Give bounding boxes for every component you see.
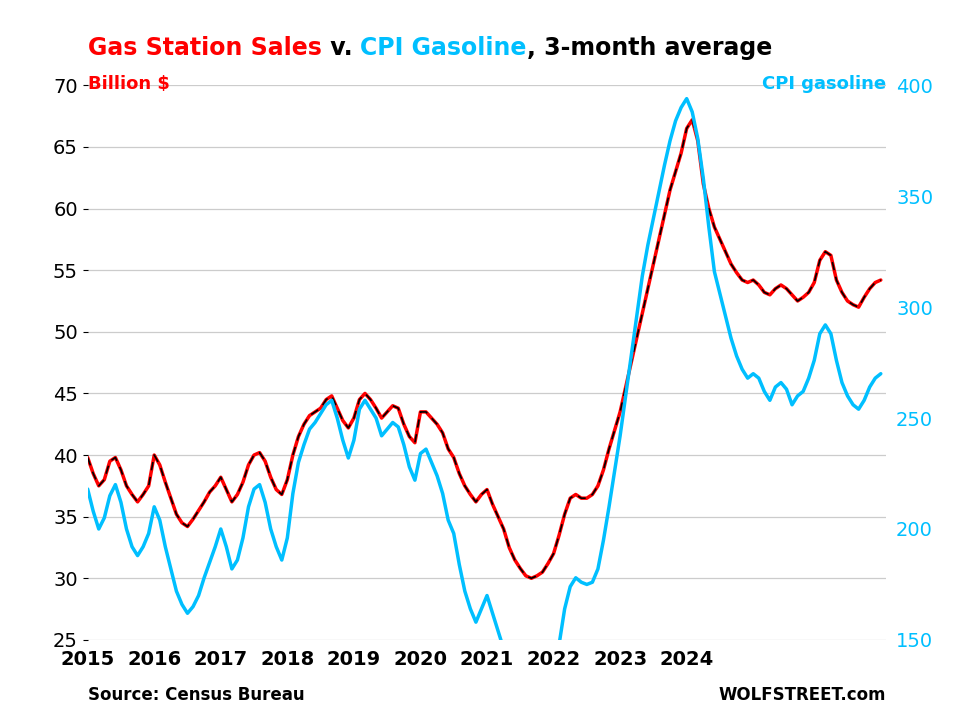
Text: Gas Station Sales: Gas Station Sales bbox=[88, 36, 321, 60]
Text: WOLFSTREET.com: WOLFSTREET.com bbox=[719, 686, 886, 704]
Text: CPI Gasoline: CPI Gasoline bbox=[360, 36, 527, 60]
Text: Billion $: Billion $ bbox=[88, 75, 169, 92]
Text: Source: Census Bureau: Source: Census Bureau bbox=[88, 686, 304, 704]
Text: , 3-month average: , 3-month average bbox=[527, 36, 772, 60]
Text: v.: v. bbox=[321, 36, 360, 60]
Text: CPI gasoline: CPI gasoline bbox=[763, 75, 886, 92]
